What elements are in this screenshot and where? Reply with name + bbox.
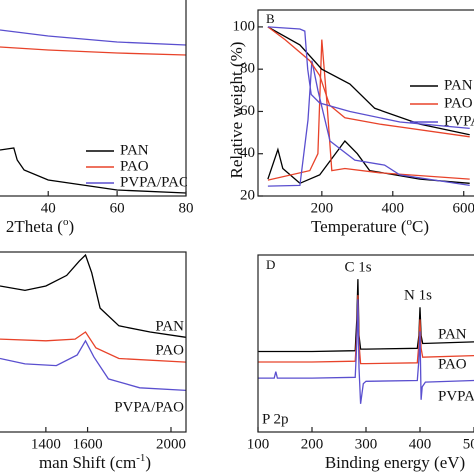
- y-axis-title: Relative weight (%): [227, 42, 246, 179]
- plot-area: PAN PAO PVPA/PAO: [258, 279, 474, 404]
- peak-label: C 1s: [344, 259, 371, 275]
- x-axis-title-part: ): [68, 217, 74, 236]
- series-line: [0, 253, 187, 338]
- x-tick-label: 300: [355, 436, 378, 452]
- series-line: [267, 140, 470, 185]
- x-tick-label: 600: [452, 200, 474, 216]
- y-tick-label: 40: [240, 145, 255, 161]
- x-axis-title-part: C): [412, 217, 429, 236]
- frame: [257, 9, 474, 197]
- panel: PAN PAO PVPA/PAO 100 200 300 400 500Binding ene…: [247, 254, 474, 472]
- panel: PAN PAO PVPA/PAO 1400 1600 2000 man Shift (cm-…: [0, 251, 187, 472]
- legend-label: PVPA/PAO: [120, 174, 190, 190]
- legend-label: PAN: [120, 142, 149, 158]
- x-axis-title-part: man Shift (cm: [39, 453, 136, 472]
- panel-label: B: [266, 11, 275, 26]
- series-line: [0, 46, 187, 56]
- x-axis-title-part: o: [63, 216, 69, 228]
- series-label: PAO: [155, 342, 184, 358]
- series-label: PAN: [155, 318, 184, 334]
- series-line: [0, 339, 187, 392]
- x-axis-title-part: -1: [136, 452, 145, 464]
- legend-label: PAN: [444, 77, 473, 93]
- series-label: PAN: [438, 326, 467, 342]
- series-line: [0, 29, 187, 46]
- peak-label: P 2p: [262, 411, 289, 427]
- x-tick-label: 200: [301, 436, 324, 452]
- y-tick-label: 20: [240, 187, 255, 203]
- legend-label: PAO: [120, 158, 149, 174]
- frame: [0, 251, 187, 433]
- x-tick-label: 60: [110, 200, 125, 216]
- x-tick-label: 2000: [156, 436, 186, 452]
- y-tick-label: 100: [233, 18, 256, 34]
- frame: [0, 0, 187, 197]
- peak-label: N 1s: [404, 287, 432, 303]
- series-label: PAO: [438, 356, 467, 372]
- x-tick-label: 200: [311, 200, 334, 216]
- x-axis-title-part: Binding energy (eV): [325, 453, 465, 472]
- series-line: [0, 331, 187, 363]
- x-tick-label: 100: [247, 436, 270, 452]
- series-line: [267, 39, 470, 181]
- x-axis-title-part: o: [407, 216, 413, 228]
- x-tick-label: 1400: [31, 436, 61, 452]
- x-axis-title-part: Temperature (: [311, 217, 407, 236]
- series-line: [267, 26, 470, 136]
- series-line: [258, 295, 474, 365]
- legend-label: PAO: [444, 95, 473, 111]
- panel: PAN PAO PVPA/PAO 200 400 600 20 40 60 80 100 Temper…: [227, 9, 474, 236]
- x-tick-label: 40: [41, 200, 56, 216]
- x-axis-title-part: 2Theta (: [6, 217, 63, 236]
- x-axis-title: man Shift (cm-1): [39, 452, 151, 472]
- x-axis-title: Binding energy (eV): [325, 453, 465, 472]
- series-label: PVPA/PAO: [114, 399, 184, 415]
- series-line: [267, 26, 470, 138]
- x-tick-label: 500: [463, 436, 474, 452]
- series-line: [0, 147, 187, 194]
- legend-label: PVPA/PAO: [444, 113, 474, 129]
- series-line: [267, 60, 470, 187]
- panel-label: D: [266, 257, 275, 272]
- x-tick-label: 400: [409, 436, 432, 452]
- series-line: [258, 299, 474, 404]
- frame: [257, 254, 474, 433]
- y-tick-label: 60: [240, 103, 255, 119]
- x-tick-label: 1600: [73, 436, 103, 452]
- series-line: [267, 26, 470, 130]
- series-label: PVPA/PAO: [438, 388, 474, 404]
- y-tick-label: 80: [240, 61, 255, 77]
- x-axis-title: 2Theta (o): [6, 216, 74, 236]
- x-axis-title: Temperature (oC): [311, 216, 429, 236]
- plot-area: PAN PAO PVPA/PAO: [0, 253, 187, 415]
- x-tick-label: 400: [382, 200, 405, 216]
- x-tick-label: 80: [179, 200, 194, 216]
- plot-area: PAN PAO PVPA/PAO: [267, 26, 474, 187]
- x-axis-title-part: ): [145, 453, 151, 472]
